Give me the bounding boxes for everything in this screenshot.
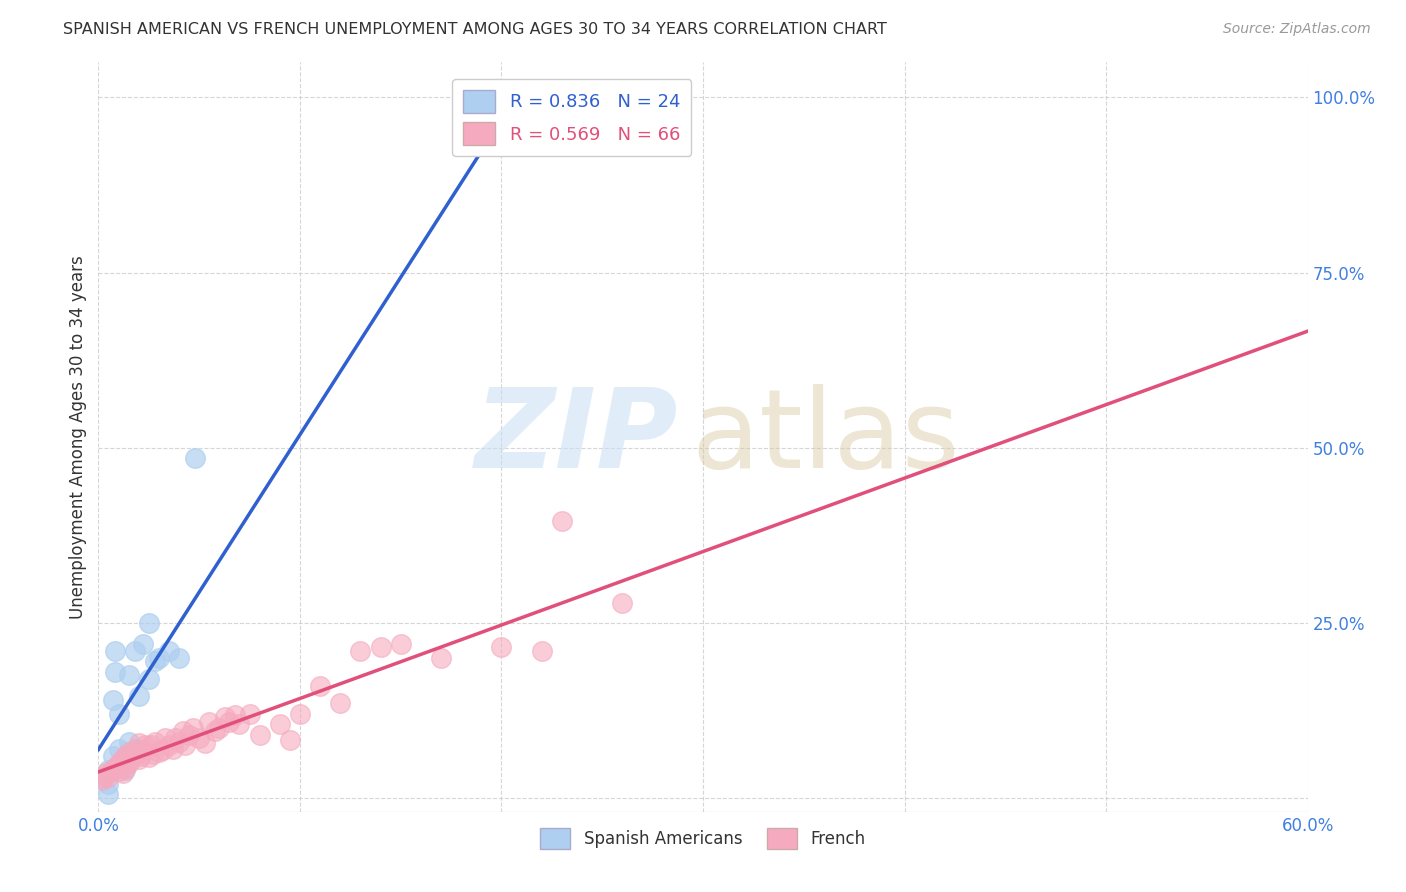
Point	[288, 706, 311, 721]
Point	[370, 640, 392, 655]
Point	[100, 764, 122, 778]
Point	[430, 650, 453, 665]
Point	[162, 741, 184, 756]
Point	[157, 738, 180, 752]
Point	[97, 777, 120, 791]
Text: ZIP: ZIP	[475, 384, 679, 491]
Legend: Spanish Americans, French: Spanish Americans, French	[534, 822, 872, 855]
Point	[153, 731, 176, 746]
Point	[97, 763, 120, 777]
Point	[111, 766, 134, 780]
Point	[179, 728, 201, 742]
Y-axis label: Unemployment Among Ages 30 to 34 years: Unemployment Among Ages 30 to 34 years	[69, 255, 87, 619]
Point	[124, 743, 146, 757]
Point	[101, 692, 124, 706]
Point	[184, 451, 207, 466]
Point	[181, 721, 204, 735]
Point	[118, 756, 141, 770]
Point	[114, 763, 136, 777]
Point	[174, 738, 197, 752]
Point	[105, 759, 128, 773]
Text: Source: ZipAtlas.com: Source: ZipAtlas.com	[1223, 22, 1371, 37]
Text: atlas: atlas	[690, 384, 959, 491]
Point	[128, 752, 150, 766]
Point	[128, 736, 150, 750]
Point	[172, 724, 194, 739]
Point	[96, 766, 118, 780]
Point	[239, 706, 262, 721]
Point	[118, 668, 141, 682]
Point	[103, 761, 125, 775]
Point	[208, 721, 231, 735]
Point	[224, 708, 246, 723]
Point	[103, 643, 125, 657]
Point	[152, 743, 174, 757]
Point	[143, 654, 166, 668]
Point	[142, 747, 165, 762]
Point	[148, 745, 170, 759]
Point	[125, 747, 148, 762]
Point	[491, 139, 513, 153]
Point	[107, 706, 129, 721]
Point	[120, 750, 142, 764]
Point	[249, 728, 271, 742]
Point	[329, 696, 352, 710]
Point	[163, 731, 186, 746]
Point	[530, 643, 553, 657]
Point	[139, 738, 162, 752]
Point	[118, 745, 141, 759]
Point	[138, 672, 160, 686]
Point	[309, 679, 332, 693]
Point	[114, 761, 136, 775]
Point	[110, 757, 132, 772]
Text: SPANISH AMERICAN VS FRENCH UNEMPLOYMENT AMONG AGES 30 TO 34 YEARS CORRELATION CH: SPANISH AMERICAN VS FRENCH UNEMPLOYMENT …	[63, 22, 887, 37]
Point	[278, 733, 301, 747]
Point	[138, 750, 160, 764]
Point	[124, 741, 146, 756]
Point	[97, 770, 120, 784]
Point	[115, 757, 138, 772]
Point	[269, 717, 291, 731]
Point	[194, 736, 217, 750]
Point	[188, 731, 211, 746]
Point	[349, 643, 371, 657]
Point	[389, 637, 412, 651]
Point	[214, 710, 236, 724]
Point	[198, 715, 221, 730]
Point	[204, 724, 226, 739]
Point	[138, 615, 160, 630]
Point	[103, 665, 125, 679]
Point	[107, 756, 129, 770]
Point	[157, 643, 180, 657]
Point	[167, 734, 190, 748]
Point	[101, 763, 124, 777]
Point	[129, 748, 152, 763]
Point	[491, 640, 513, 655]
Point	[128, 689, 150, 703]
Point	[228, 717, 250, 731]
Point	[91, 773, 114, 788]
Point	[111, 752, 134, 766]
Point	[118, 734, 141, 748]
Point	[121, 748, 143, 763]
Point	[612, 596, 634, 610]
Point	[143, 734, 166, 748]
Point	[132, 743, 155, 757]
Point	[97, 787, 120, 801]
Point	[107, 764, 129, 778]
Point	[101, 748, 124, 763]
Point	[551, 514, 574, 528]
Point	[148, 650, 170, 665]
Point	[167, 650, 190, 665]
Point	[107, 741, 129, 756]
Point	[114, 748, 136, 763]
Point	[93, 770, 115, 784]
Point	[132, 637, 155, 651]
Point	[218, 715, 240, 730]
Point	[124, 643, 146, 657]
Point	[134, 738, 156, 752]
